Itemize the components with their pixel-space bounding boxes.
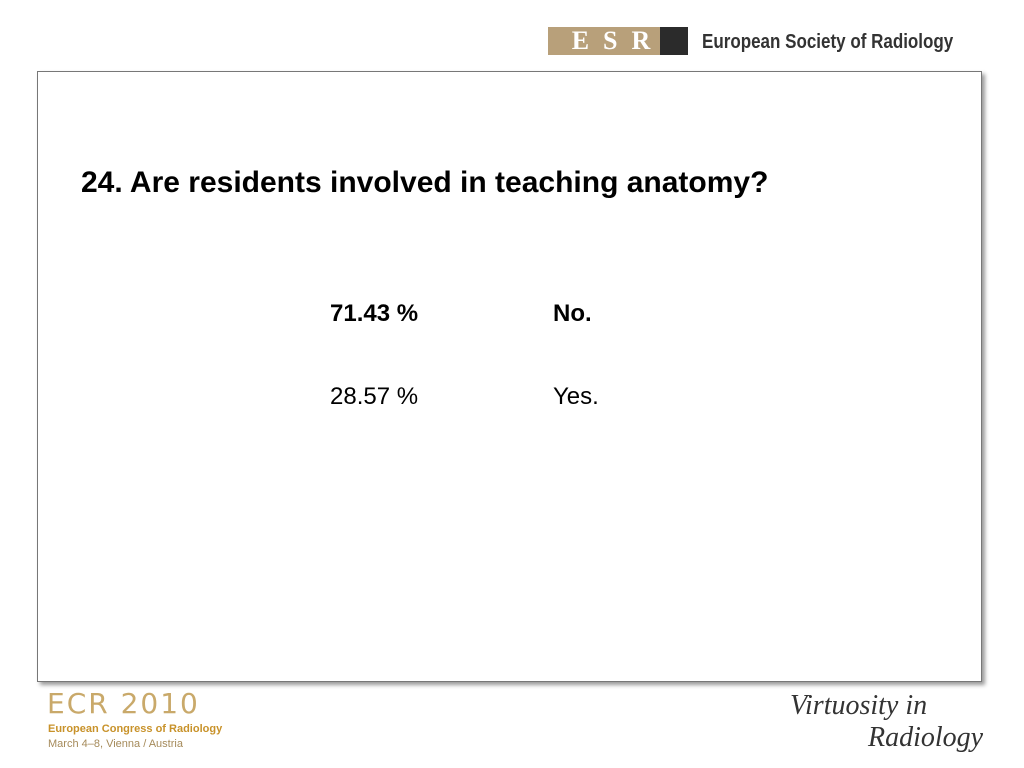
percentage: 28.57 % xyxy=(330,383,419,410)
answer: Yes. xyxy=(553,383,599,410)
motto-line: Radiology xyxy=(868,722,984,753)
event-dates: March 4–8, Vienna / Austria xyxy=(48,738,183,750)
percentage: 71.43 % xyxy=(330,300,419,327)
content-frame xyxy=(37,71,982,682)
event-name: ECR 2010 xyxy=(47,687,200,720)
motto-line: Virtuosity in xyxy=(790,690,928,721)
answer: No. xyxy=(553,300,592,327)
organization-name: European Society of Radiology xyxy=(702,31,954,53)
logo-mark xyxy=(660,27,688,55)
slide-title: 24. Are residents involved in teaching a… xyxy=(81,166,769,199)
congress-name: European Congress of Radiology xyxy=(48,723,223,735)
